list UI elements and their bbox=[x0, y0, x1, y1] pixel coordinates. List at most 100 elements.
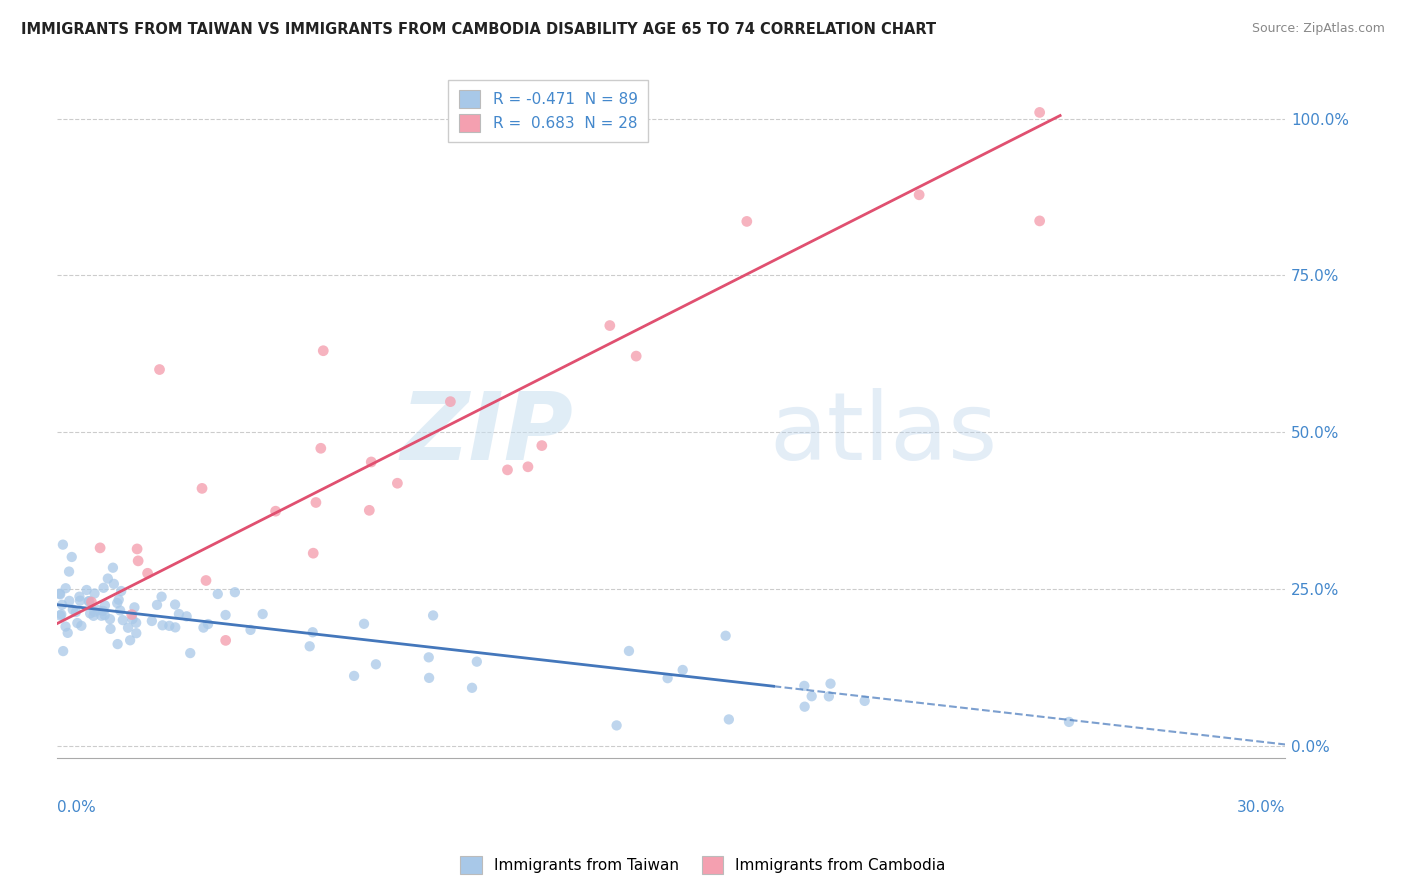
Point bbox=[101, 560, 124, 574]
Point bbox=[191, 482, 214, 496]
Point bbox=[165, 598, 187, 612]
Point bbox=[793, 699, 815, 714]
Text: ZIP: ZIP bbox=[401, 388, 574, 480]
Point bbox=[51, 607, 73, 622]
Point bbox=[49, 587, 72, 601]
Point bbox=[65, 605, 87, 619]
Point bbox=[302, 546, 325, 560]
Point bbox=[599, 318, 621, 333]
Point bbox=[55, 581, 77, 595]
Point bbox=[100, 622, 122, 636]
Point bbox=[195, 574, 218, 588]
Point bbox=[58, 594, 80, 608]
Point bbox=[141, 614, 163, 628]
Point bbox=[148, 362, 170, 376]
Point bbox=[818, 690, 841, 704]
Point bbox=[176, 609, 198, 624]
Point bbox=[301, 625, 323, 640]
Point bbox=[76, 582, 98, 597]
Point bbox=[496, 463, 519, 477]
Point bbox=[77, 594, 100, 608]
Point bbox=[125, 626, 148, 640]
Point bbox=[52, 644, 75, 658]
Point bbox=[305, 495, 328, 509]
Point bbox=[298, 640, 321, 654]
Point bbox=[309, 442, 332, 456]
Point bbox=[672, 663, 695, 677]
Text: Source: ZipAtlas.com: Source: ZipAtlas.com bbox=[1251, 22, 1385, 36]
Point bbox=[77, 594, 100, 608]
Point bbox=[165, 620, 187, 634]
Point bbox=[146, 598, 169, 612]
Point bbox=[422, 608, 444, 623]
Point bbox=[239, 623, 262, 637]
Point bbox=[91, 604, 114, 618]
Legend: Immigrants from Taiwan, Immigrants from Cambodia: Immigrants from Taiwan, Immigrants from … bbox=[454, 850, 952, 880]
Point bbox=[94, 599, 117, 613]
Point bbox=[530, 439, 553, 453]
Point bbox=[80, 595, 103, 609]
Point bbox=[56, 625, 79, 640]
Point bbox=[606, 718, 628, 732]
Point bbox=[93, 608, 115, 623]
Point bbox=[359, 503, 381, 517]
Point bbox=[127, 554, 149, 568]
Point bbox=[124, 600, 146, 615]
Point bbox=[252, 607, 274, 621]
Point bbox=[461, 681, 484, 695]
Point bbox=[152, 618, 174, 632]
Point bbox=[353, 616, 375, 631]
Point bbox=[820, 676, 842, 690]
Point bbox=[264, 504, 287, 518]
Point bbox=[439, 394, 461, 409]
Point bbox=[83, 608, 105, 623]
Point bbox=[111, 613, 134, 627]
Point bbox=[343, 669, 366, 683]
Point bbox=[793, 679, 815, 693]
Point bbox=[312, 343, 335, 358]
Point bbox=[48, 586, 70, 600]
Point bbox=[62, 602, 84, 616]
Point bbox=[800, 690, 823, 704]
Point bbox=[117, 621, 139, 635]
Text: 0.0%: 0.0% bbox=[58, 800, 96, 814]
Point bbox=[60, 549, 83, 564]
Point bbox=[714, 629, 737, 643]
Text: 30.0%: 30.0% bbox=[1237, 800, 1285, 814]
Point bbox=[83, 605, 105, 619]
Point bbox=[120, 633, 142, 648]
Point bbox=[908, 187, 931, 202]
Point bbox=[150, 590, 173, 604]
Point bbox=[121, 612, 143, 626]
Point bbox=[1028, 105, 1050, 120]
Point bbox=[516, 459, 538, 474]
Point bbox=[179, 646, 201, 660]
Point bbox=[657, 671, 679, 685]
Text: IMMIGRANTS FROM TAIWAN VS IMMIGRANTS FROM CAMBODIA DISABILITY AGE 65 TO 74 CORRE: IMMIGRANTS FROM TAIWAN VS IMMIGRANTS FRO… bbox=[21, 22, 936, 37]
Point bbox=[853, 694, 876, 708]
Point bbox=[1028, 214, 1050, 228]
Point bbox=[49, 608, 72, 623]
Point bbox=[89, 541, 111, 555]
Point bbox=[465, 655, 488, 669]
Point bbox=[107, 592, 129, 607]
Point bbox=[364, 657, 387, 672]
Point bbox=[107, 637, 129, 651]
Point bbox=[51, 598, 73, 612]
Point bbox=[360, 455, 382, 469]
Point bbox=[103, 577, 125, 591]
Point bbox=[67, 590, 90, 604]
Point bbox=[157, 619, 180, 633]
Point bbox=[69, 593, 91, 607]
Legend: R = -0.471  N = 89, R =  0.683  N = 28: R = -0.471 N = 89, R = 0.683 N = 28 bbox=[449, 79, 648, 143]
Point bbox=[121, 607, 143, 622]
Point bbox=[98, 612, 121, 626]
Point bbox=[214, 607, 236, 622]
Point bbox=[418, 650, 440, 665]
Point bbox=[215, 633, 238, 648]
Point bbox=[387, 476, 409, 491]
Point bbox=[224, 585, 246, 599]
Point bbox=[87, 603, 110, 617]
Point bbox=[70, 619, 93, 633]
Point bbox=[1057, 714, 1080, 729]
